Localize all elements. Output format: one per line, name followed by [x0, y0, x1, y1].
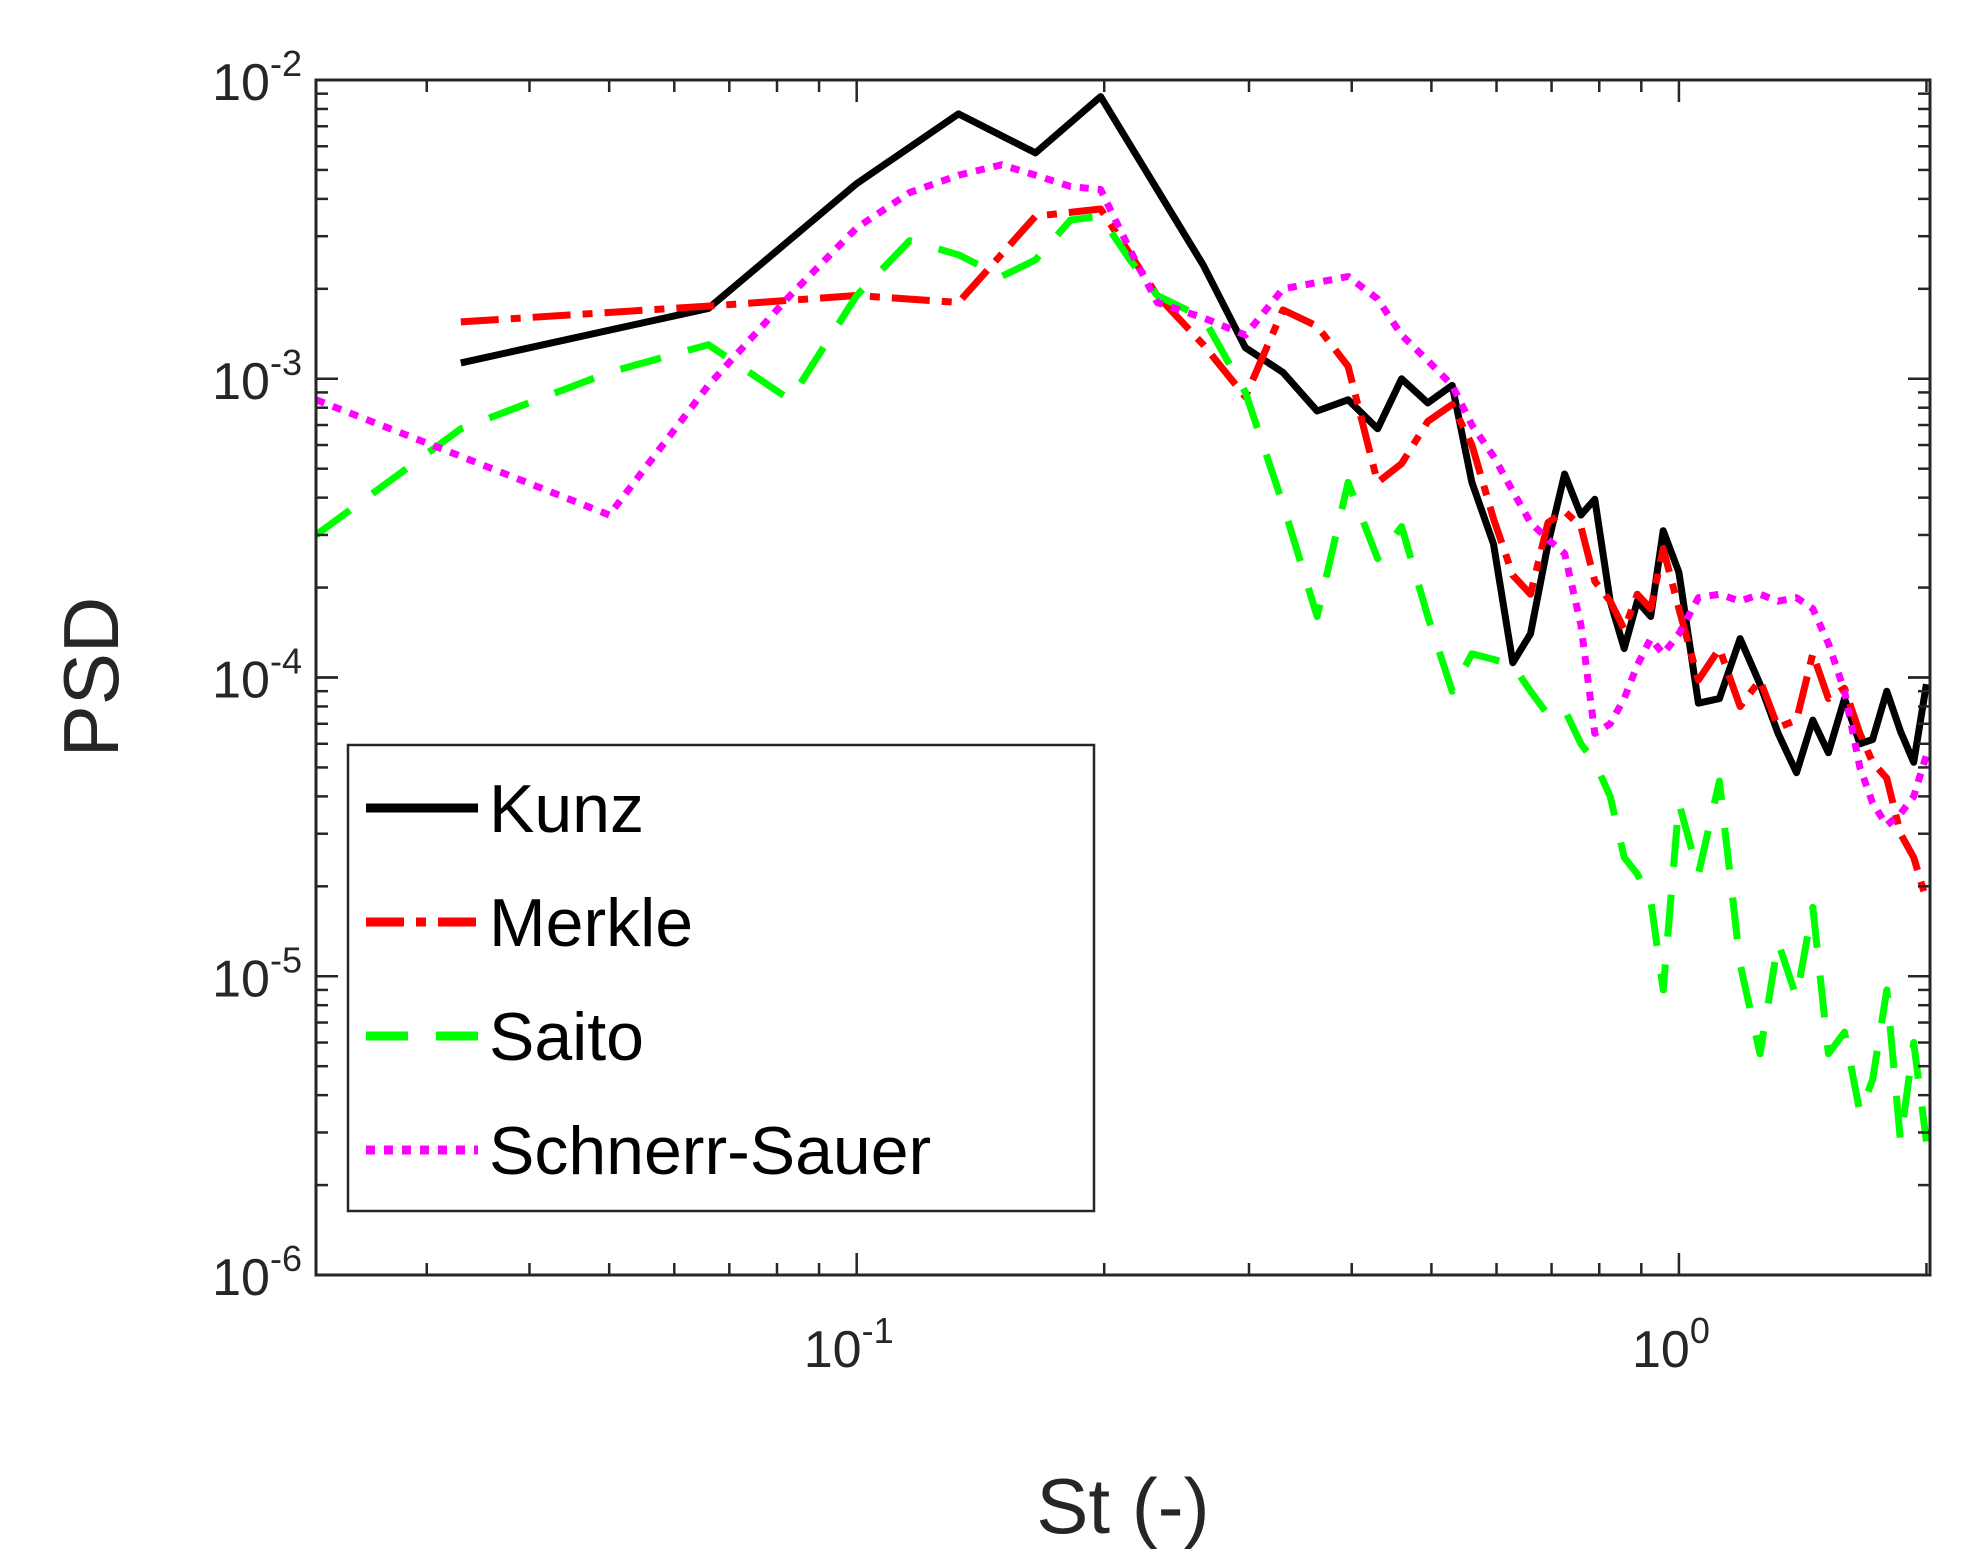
- legend-label-kunz: Kunz: [489, 771, 644, 847]
- series-layer: [316, 93, 1930, 1145]
- legend-label-schnerr-sauer: Schnerr-Sauer: [489, 1113, 931, 1189]
- series-line-kunz: [460, 93, 1930, 777]
- x-tick-label: 10-1: [804, 1310, 894, 1379]
- legend: Kunz Merkle Saito Schnerr-Sauer: [346, 743, 1096, 1213]
- series-line-schnerr-sauer: [316, 161, 1930, 829]
- y-tick-label: 10-5: [212, 939, 302, 1008]
- legend-box: [346, 743, 1096, 1213]
- legend-label-merkle: Merkle: [489, 885, 693, 961]
- tick-layer: 10-2 10-3 10-4 10-5 10-6 10-1 100: [212, 43, 1930, 1379]
- y-tick-label: 10-3: [212, 342, 302, 411]
- y-axis-label: PSD: [47, 597, 135, 757]
- series-line-saito: [316, 212, 1930, 1145]
- y-tick-label: 10-2: [212, 43, 302, 112]
- series-line-merkle: [460, 205, 1930, 901]
- x-axis-label: St (-): [1036, 1462, 1209, 1550]
- legend-label-saito: Saito: [489, 999, 644, 1075]
- y-tick-label: 10-6: [212, 1238, 302, 1307]
- x-tick-label: 100: [1632, 1310, 1710, 1379]
- y-tick-label: 10-4: [212, 641, 302, 710]
